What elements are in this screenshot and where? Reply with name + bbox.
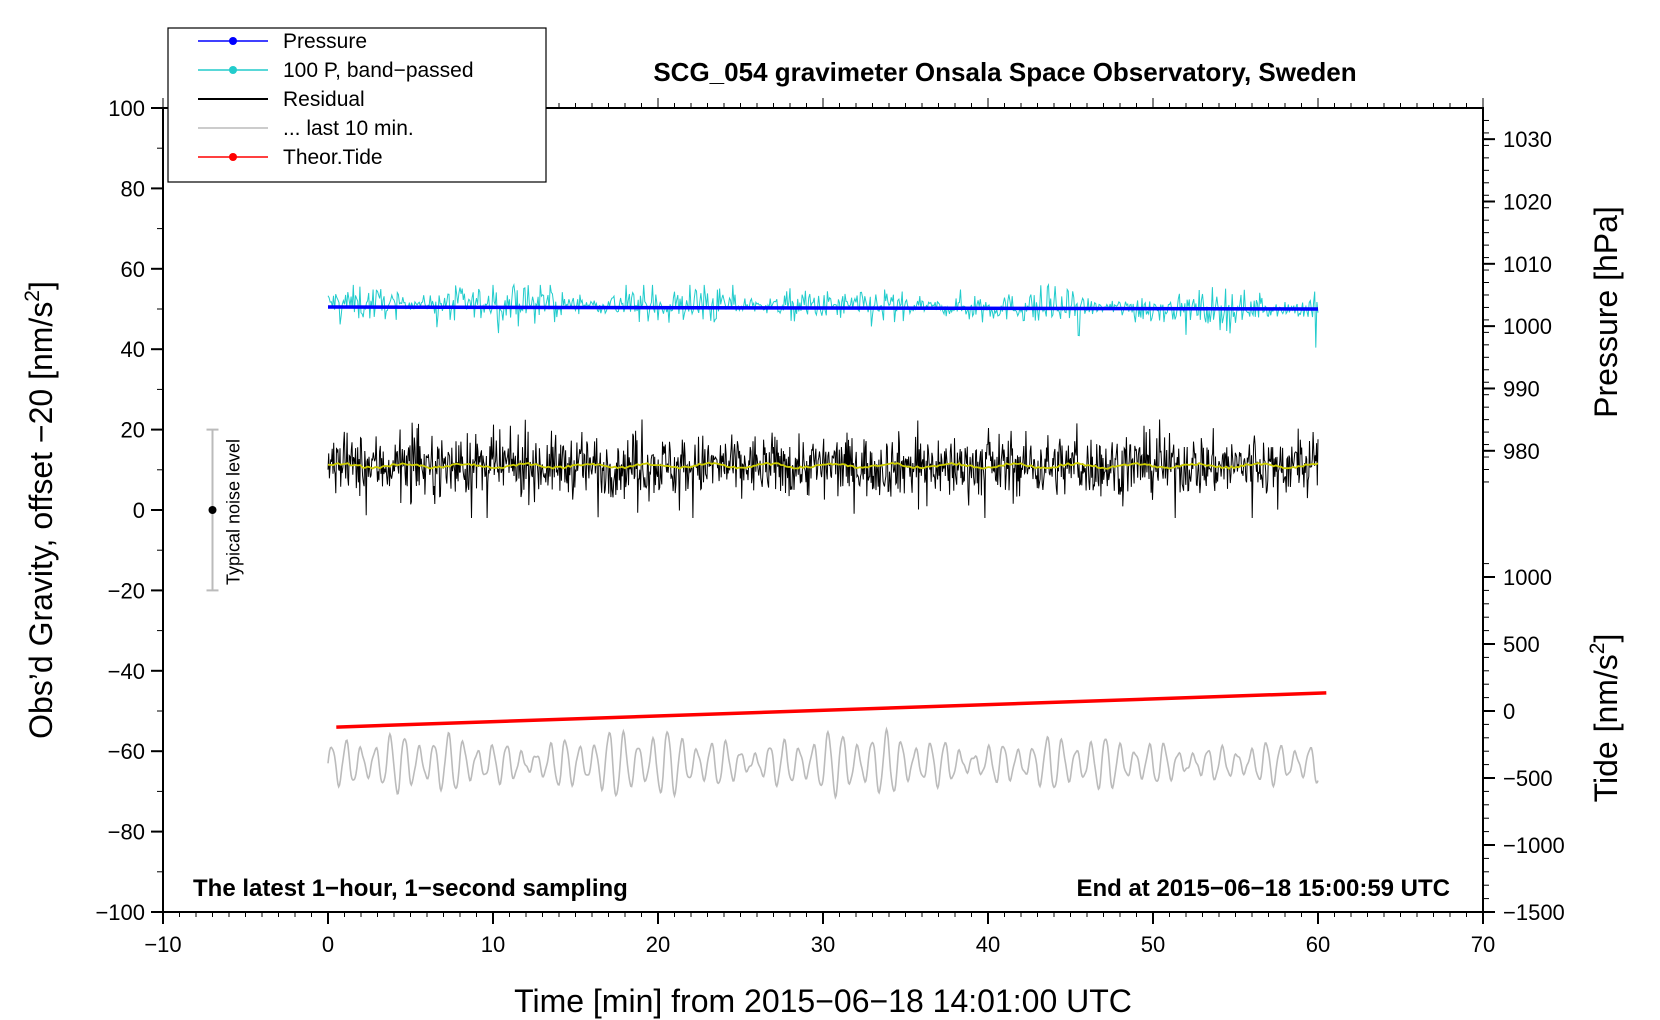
- pressure-tick-label: 1020: [1503, 189, 1552, 214]
- x-tick-label: 70: [1471, 932, 1495, 957]
- x-tick-label: 50: [1141, 932, 1165, 957]
- x-axis-ticks: −10 0 10 20 30 40 50 60 70: [144, 98, 1495, 957]
- y-axis-ticks: −100 −80 −60 −40 −20 0 20 40 60 80 100: [95, 96, 163, 925]
- y-axis-title: Obs’d Gravity, offset −20 [nm/s2]: [21, 281, 59, 739]
- y-axis-title-end: ]: [23, 281, 59, 290]
- noise-center-dot: [208, 506, 217, 514]
- legend-entry: Theor.Tide: [198, 146, 383, 169]
- x-tick-label: 60: [1306, 932, 1330, 957]
- pressure-tick-label: 1030: [1503, 127, 1552, 152]
- y-tick-label: −80: [108, 820, 145, 845]
- y-tick-label: −20: [108, 578, 145, 603]
- x-tick-label: 20: [646, 932, 670, 957]
- pressure-tick-label: 1010: [1503, 252, 1552, 277]
- pressure-axis-title: Pressure [hPa]: [1588, 206, 1624, 418]
- y-tick-label: 80: [121, 176, 145, 201]
- series-last-10-min: [327, 726, 1319, 800]
- legend-label: 100 P, band−passed: [283, 59, 474, 82]
- chart-title: SCG_054 gravimeter Onsala Space Observat…: [653, 57, 1356, 87]
- tide-axis-title: Tide [nm/s2]: [1586, 634, 1624, 803]
- legend-label: Theor.Tide: [283, 146, 383, 169]
- y-tick-label: 40: [121, 337, 145, 362]
- tide-axis-title-end: ]: [1588, 634, 1624, 643]
- end-time-note: End at 2015−06−18 15:00:59 UTC: [1076, 875, 1450, 902]
- y-tick-label: −40: [108, 659, 145, 684]
- pressure-tick-label: 980: [1503, 439, 1540, 464]
- series-band-passed-pressure: [327, 282, 1319, 348]
- series-theoretical-tide: [336, 691, 1327, 729]
- pressure-tick-label: 990: [1503, 376, 1540, 401]
- y-axis-title-main: Obs’d Gravity, offset −20 [nm/s: [23, 302, 59, 739]
- tide-tick-label: 500: [1503, 632, 1540, 657]
- y-tick-label: 100: [108, 96, 145, 121]
- x-tick-label: 40: [976, 932, 1000, 957]
- y-tick-label: −100: [95, 900, 145, 925]
- noise-label: Typical noise level: [224, 439, 244, 585]
- tide-axis-title-sup: 2: [1586, 643, 1609, 655]
- y-tick-label: −60: [108, 739, 145, 764]
- legend-swatch-dot: [229, 37, 237, 45]
- series-residual-smoothed: [327, 461, 1319, 471]
- tide-tick-label: 0: [1503, 699, 1515, 724]
- y-tick-label: 60: [121, 257, 145, 282]
- legend-label: ... last 10 min.: [283, 117, 414, 140]
- y-tick-label: 20: [121, 418, 145, 443]
- legend-label: Pressure: [283, 30, 367, 53]
- legend-swatch-dot: [229, 66, 237, 74]
- legend-entry: 100 P, band−passed: [198, 59, 474, 82]
- tide-axis-ticks: −1500 −1000 −500 0 500 1000: [1483, 563, 1565, 925]
- sampling-note: The latest 1−hour, 1−second sampling: [193, 875, 628, 902]
- tide-axis-title-main: Tide [nm/s: [1588, 654, 1624, 802]
- legend-entries: Pressure 100 P, band−passed Residual ... la…: [198, 30, 474, 169]
- tide-tick-label: −1500: [1503, 900, 1565, 925]
- legend-swatch-dot: [229, 153, 237, 161]
- legend-entry: Residual: [198, 88, 365, 111]
- tide-tick-label: −500: [1503, 766, 1553, 791]
- series-residual: [327, 419, 1319, 519]
- pressure-axis-ticks: 980 990 1000 1010 1020 1030: [1483, 119, 1552, 483]
- legend-entry: Pressure: [198, 30, 367, 53]
- x-tick-label: −10: [144, 932, 181, 957]
- tide-tick-label: −1000: [1503, 833, 1565, 858]
- legend-entry: ... last 10 min.: [198, 117, 414, 140]
- x-tick-label: 10: [481, 932, 505, 957]
- y-axis-title-sup: 2: [21, 290, 44, 302]
- pressure-tick-label: 1000: [1503, 314, 1552, 339]
- x-tick-label: 30: [811, 932, 835, 957]
- tide-tick-label: 1000: [1503, 565, 1552, 590]
- legend: Pressure 100 P, band−passed Residual ... la…: [167, 27, 547, 183]
- x-tick-label: 0: [322, 932, 334, 957]
- plot-frame: [162, 107, 1484, 913]
- x-axis-title: Time [min] from 2015−06−18 14:01:00 UTC: [514, 983, 1132, 1019]
- noise-level-marker: Typical noise level: [206, 428, 244, 592]
- y-tick-label: 0: [133, 498, 145, 523]
- legend-label: Residual: [283, 88, 365, 111]
- series-pressure: [327, 305, 1319, 311]
